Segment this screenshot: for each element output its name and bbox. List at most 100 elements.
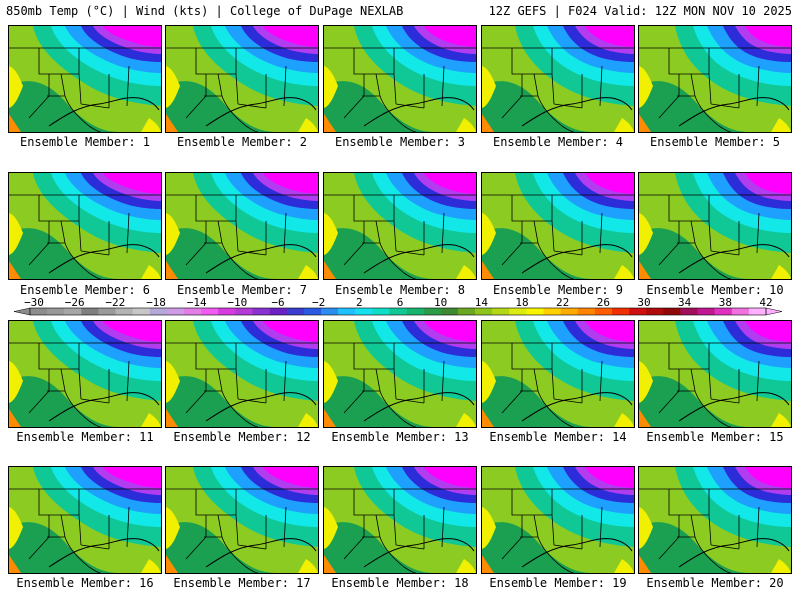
colorbar-segment [64, 308, 82, 315]
colorbar-arrow-right [765, 307, 783, 316]
colorbar-segment [132, 308, 151, 315]
ensemble-member-label: Ensemble Member: 17 [173, 576, 311, 590]
ensemble-member-label: Ensemble Member: 9 [492, 283, 624, 297]
run-info: 12Z GEFS | F024 Valid: 12Z MON NOV 10 20… [488, 4, 792, 18]
colorbar-segment [560, 308, 579, 315]
colorbar-segment [166, 308, 185, 315]
ensemble-map-panel [165, 25, 319, 133]
colorbar-segment [184, 308, 202, 315]
ensemble-map-panel [481, 466, 635, 574]
ensemble-member-label: Ensemble Member: 16 [16, 576, 154, 590]
ensemble-map-panel [323, 172, 477, 280]
ensemble-map-panel [481, 25, 635, 133]
ensemble-member-label: Ensemble Member: 14 [489, 430, 627, 444]
colorbar-segment [423, 308, 442, 315]
chart-title: 850mb Temp (°C) | Wind (kts) | College o… [6, 4, 404, 18]
colorbar-segment [748, 308, 767, 315]
colorbar-segment [98, 308, 116, 315]
colorbar-tick-label: 34 [678, 296, 692, 309]
colorbar-segment [457, 308, 476, 315]
colorbar-tick-label: 22 [556, 296, 569, 309]
ensemble-map-panel [323, 466, 477, 574]
ensemble-member-label: Ensemble Member: 11 [16, 430, 154, 444]
colorbar-tick-label: −10 [227, 296, 247, 309]
ensemble-member-label: Ensemble Member: 7 [176, 283, 308, 297]
colorbar-segment [492, 308, 510, 315]
colorbar-segment [697, 308, 715, 315]
colorbar-segment [303, 308, 322, 315]
colorbar-segment [440, 308, 459, 315]
colorbar-segment [680, 308, 698, 315]
ensemble-member-label: Ensemble Member: 19 [489, 576, 627, 590]
colorbar-segment [389, 308, 407, 315]
ensemble-member-label: Ensemble Member: 13 [331, 430, 469, 444]
ensemble-member-label: Ensemble Member: 12 [173, 430, 311, 444]
colorbar-tick-label: 2 [356, 296, 363, 309]
ensemble-map-panel [638, 466, 792, 574]
colorbar-segment [338, 308, 356, 315]
ensemble-map-panel [323, 320, 477, 428]
colorbar-segment [509, 308, 527, 315]
colorbar-tick-label: −26 [65, 296, 85, 309]
colorbar-segment [526, 308, 544, 315]
ensemble-map-panel [638, 25, 792, 133]
colorbar-tick-label: −2 [312, 296, 325, 309]
ensemble-member-label: Ensemble Member: 15 [646, 430, 784, 444]
colorbar-tick-label: −14 [187, 296, 207, 309]
colorbar-segment [646, 308, 664, 315]
colorbar-segment [115, 308, 133, 315]
colorbar-segment [269, 308, 288, 315]
colorbar-segment [30, 308, 48, 315]
colorbar-tick-label: 6 [397, 296, 404, 309]
ensemble-member-label: Ensemble Member: 20 [646, 576, 784, 590]
colorbar-segment [611, 308, 630, 315]
ensemble-member-label: Ensemble Member: 5 [649, 135, 781, 149]
ensemble-map-panel [8, 25, 162, 133]
colorbar-segment [252, 308, 270, 315]
ensemble-map-panel [638, 172, 792, 280]
ensemble-member-label: Ensemble Member: 10 [646, 283, 784, 297]
ensemble-member-label: Ensemble Member: 18 [331, 576, 469, 590]
colorbar-tick-label: 10 [434, 296, 447, 309]
temperature-colorbar: −30 −26 −22 −18 −14 −10 −6 −2 2 6 10 14 18 22 26 30 34 38… [13, 296, 783, 316]
colorbar-tick-label: 18 [515, 296, 528, 309]
ensemble-member-label: Ensemble Member: 3 [334, 135, 466, 149]
colorbar-tick-label: 26 [597, 296, 610, 309]
colorbar-segment [475, 308, 493, 315]
colorbar-segment [286, 308, 305, 315]
ensemble-member-label: Ensemble Member: 6 [19, 283, 151, 297]
colorbar-tick-label: −22 [105, 296, 125, 309]
ensemble-member-label: Ensemble Member: 8 [334, 283, 466, 297]
colorbar-tick-label: 42 [759, 296, 772, 309]
colorbar-segment [81, 308, 99, 315]
colorbar-segment [594, 308, 613, 315]
colorbar-segment [218, 308, 236, 315]
colorbar-segment [149, 308, 168, 315]
colorbar-tick-label: 30 [637, 296, 650, 309]
colorbar-segment [320, 308, 339, 315]
colorbar-segment [629, 308, 647, 315]
ensemble-map-panel [481, 172, 635, 280]
colorbar-segment [543, 308, 561, 315]
ensemble-map-panel [8, 466, 162, 574]
ensemble-map-panel [638, 320, 792, 428]
colorbar-arrow-left [13, 307, 31, 316]
colorbar-tick-label: −6 [271, 296, 284, 309]
ensemble-map-panel [165, 320, 319, 428]
colorbar-segment [201, 308, 219, 315]
colorbar-segment [235, 308, 253, 315]
colorbar-segment [663, 308, 681, 315]
colorbar-tick-label: 14 [475, 296, 489, 309]
colorbar-segment [355, 308, 373, 315]
ensemble-map-panel [323, 25, 477, 133]
ensemble-member-label: Ensemble Member: 1 [19, 135, 151, 149]
ensemble-map-panel [165, 172, 319, 280]
colorbar-tick-label: 38 [719, 296, 732, 309]
colorbar-tick-label: −30 [24, 296, 44, 309]
ensemble-map-panel [8, 320, 162, 428]
colorbar-segment [577, 308, 596, 315]
colorbar-segment [731, 308, 750, 315]
ensemble-map-panel [165, 466, 319, 574]
ensemble-map-panel [481, 320, 635, 428]
colorbar-segment [714, 308, 733, 315]
